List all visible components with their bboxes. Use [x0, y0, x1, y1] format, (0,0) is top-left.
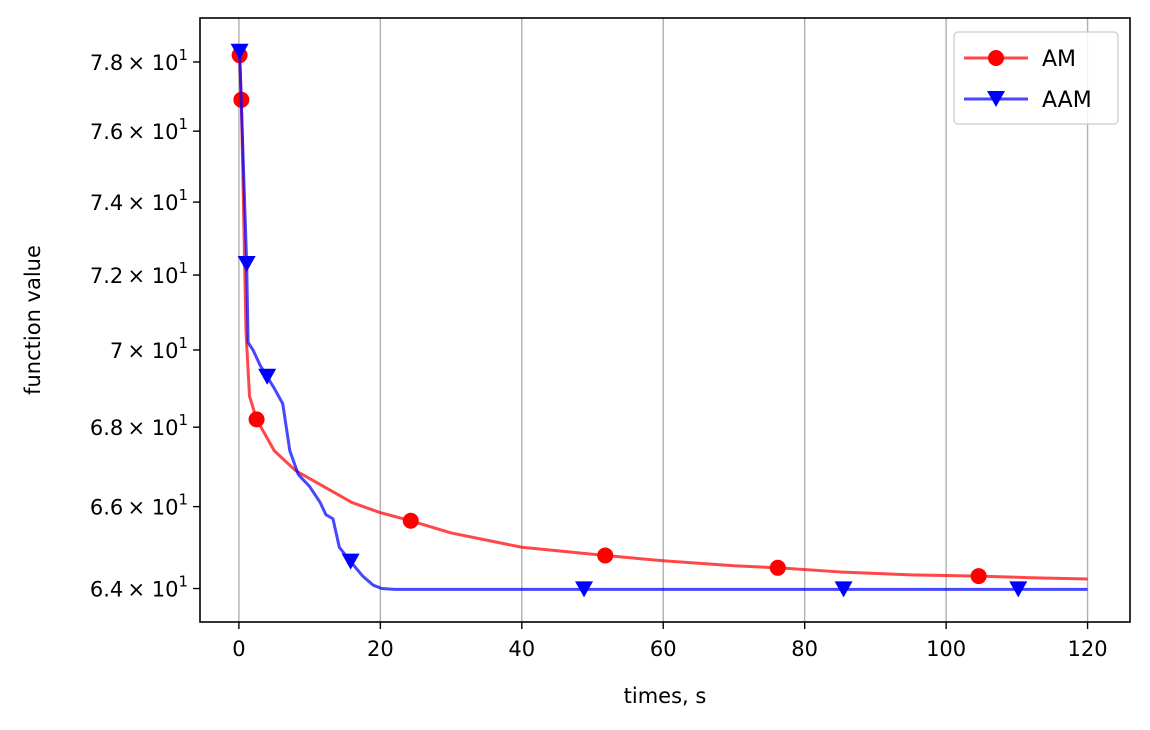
marker-aam — [237, 255, 256, 272]
y-axis-title: function value — [21, 245, 45, 395]
legend: AM AAM — [953, 31, 1119, 125]
marker-aam — [1009, 581, 1028, 598]
x-tick-label: 40 — [508, 637, 535, 661]
series-layer — [230, 43, 1088, 598]
legend-box — [953, 31, 1119, 125]
x-axis: 0 20 40 60 80 100 120 — [232, 622, 1108, 661]
marker-am — [970, 568, 987, 585]
x-tick-label: 120 — [1068, 637, 1108, 661]
legend-label-am: AM — [1042, 47, 1076, 72]
legend-marker-am — [988, 50, 1004, 66]
x-tick-label: 100 — [926, 637, 966, 661]
x-tick-label: 20 — [367, 637, 394, 661]
marker-aam — [230, 43, 249, 60]
marker-aam — [258, 368, 277, 385]
y-tick-label: 7 × 101 — [110, 334, 188, 363]
x-axis-title: times, s — [624, 684, 707, 708]
marker-am — [597, 547, 614, 564]
series-line-am — [238, 55, 1088, 581]
plot-frame — [199, 17, 1131, 623]
y-tick-label: 6.8 × 101 — [90, 411, 188, 440]
marker-aam — [341, 553, 360, 570]
legend-marker-aam — [987, 91, 1005, 107]
y-tick-label: 7.8 × 101 — [90, 46, 188, 75]
marker-aam — [575, 581, 594, 598]
y-tick-label: 7.2 × 101 — [90, 259, 188, 288]
x-tick-label: 60 — [650, 637, 677, 661]
x-tick-label: 80 — [791, 637, 818, 661]
y-axis: 6.4 × 101 6.6 × 101 6.8 × 101 7 × 101 7.2 × … — [90, 46, 200, 602]
marker-am — [402, 512, 419, 529]
x-tick-label: 0 — [232, 637, 245, 661]
marker-aam — [834, 581, 853, 598]
y-tick-label: 6.4 × 101 — [90, 573, 188, 602]
legend-label-aam: AAM — [1042, 88, 1092, 113]
y-tick-label: 7.4 × 101 — [90, 186, 188, 215]
y-tick-label: 7.6 × 101 — [90, 115, 188, 144]
y-tick-label: 6.6 × 101 — [90, 491, 188, 520]
marker-am — [769, 559, 786, 576]
marker-am — [248, 411, 265, 428]
